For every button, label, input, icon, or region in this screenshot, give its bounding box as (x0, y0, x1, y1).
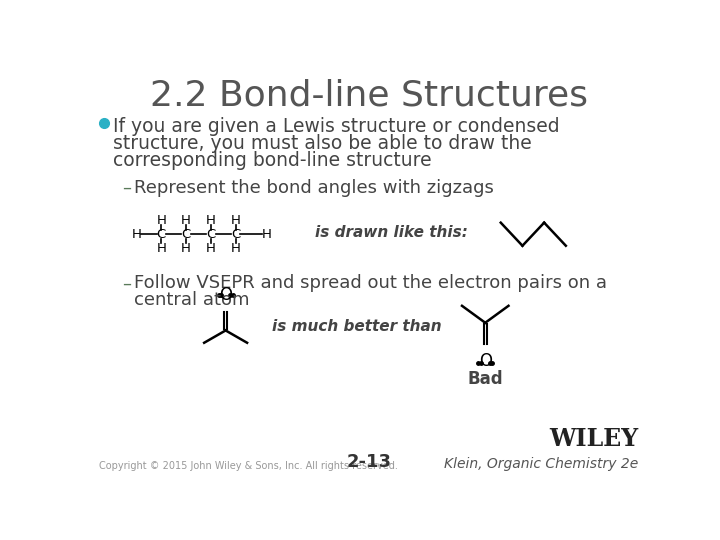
Text: corresponding bond-line structure: corresponding bond-line structure (113, 151, 432, 170)
Text: H: H (231, 241, 240, 254)
Text: 2-13: 2-13 (346, 454, 392, 471)
Text: H: H (206, 241, 216, 254)
Text: WILEY: WILEY (549, 427, 639, 451)
Text: H: H (262, 228, 271, 241)
Text: O: O (219, 286, 232, 304)
Text: C: C (206, 228, 215, 241)
Text: H: H (156, 241, 166, 254)
Text: is much better than: is much better than (272, 319, 442, 334)
Text: O: O (479, 352, 492, 370)
Text: –: – (122, 179, 132, 197)
Text: Represent the bond angles with zigzags: Represent the bond angles with zigzags (134, 179, 494, 197)
Text: H: H (156, 214, 166, 227)
Text: Follow VSEPR and spread out the electron pairs on a: Follow VSEPR and spread out the electron… (134, 274, 607, 292)
Text: is drawn like this:: is drawn like this: (315, 225, 467, 240)
Text: Copyright © 2015 John Wiley & Sons, Inc. All rights reserved.: Copyright © 2015 John Wiley & Sons, Inc.… (99, 461, 398, 471)
Text: H: H (206, 214, 216, 227)
Text: Klein, Organic Chemistry 2e: Klein, Organic Chemistry 2e (444, 457, 639, 471)
Text: –: – (122, 274, 132, 292)
Text: H: H (181, 214, 191, 227)
Text: H: H (231, 214, 240, 227)
Text: C: C (231, 228, 240, 241)
Text: Bad: Bad (467, 370, 503, 388)
Text: C: C (181, 228, 191, 241)
Text: H: H (181, 241, 191, 254)
Text: C: C (157, 228, 166, 241)
Text: If you are given a Lewis structure or condensed: If you are given a Lewis structure or co… (113, 117, 560, 136)
Text: central atom: central atom (134, 291, 250, 309)
Text: 2.2 Bond-line Structures: 2.2 Bond-line Structures (150, 79, 588, 113)
Text: H: H (132, 228, 141, 241)
Text: structure, you must also be able to draw the: structure, you must also be able to draw… (113, 134, 532, 153)
